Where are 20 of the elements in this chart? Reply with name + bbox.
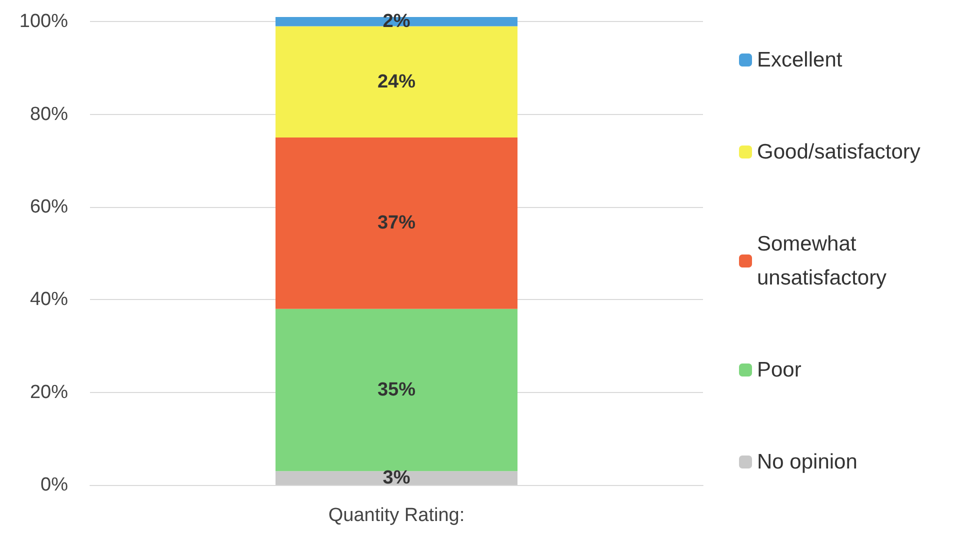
legend-label: Somewhat unsatisfactory [757,232,888,290]
legend-label: Good/satisfactory [757,140,921,164]
bar [276,308,518,472]
legend-label: Excellent [757,48,842,72]
bar [276,471,518,485]
bar [276,26,518,138]
data-label: 37% [377,212,416,234]
data-label: 3% [382,468,410,489]
y-tick-label: 100% [19,11,68,32]
legend-label: Poor [757,358,802,382]
y-tick-label: 60% [30,196,68,218]
bar [276,137,518,309]
y-tick-label: 0% [40,474,68,496]
legend-label: No opinion [757,450,858,474]
y-tick-label: 40% [30,289,68,310]
x-axis-title: Quantity Rating: [328,504,465,526]
data-label: 35% [377,380,416,401]
y-tick-label: 80% [30,104,68,125]
y-tick-label: 20% [30,382,68,403]
data-label: 24% [377,71,416,92]
